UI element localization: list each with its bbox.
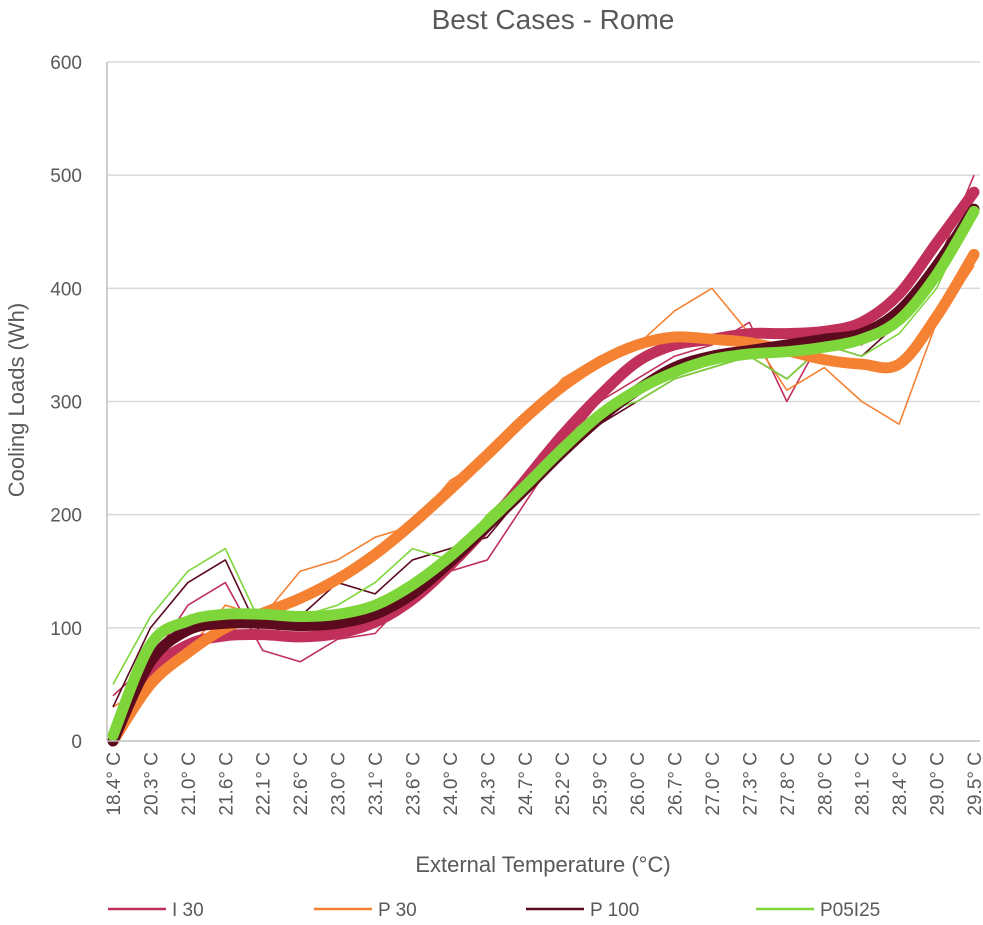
y-tick-0: 0 bbox=[71, 732, 82, 753]
x-tick-13: 25.9° C bbox=[591, 752, 612, 816]
x-tick-11: 24.7° C bbox=[516, 752, 537, 816]
y-tick-300: 300 bbox=[50, 393, 82, 414]
x-tick-19: 28.0° C bbox=[815, 752, 836, 816]
x-tick-21: 28.4° C bbox=[890, 752, 911, 816]
x-tick-labels: 18.4° C 20.3° C 21.0° C 21.6° C 22.1° C 22.6°… bbox=[104, 752, 983, 816]
x-tick-20: 28.1° C bbox=[853, 752, 874, 816]
legend-label-2: P 100 bbox=[590, 900, 639, 921]
chart-title: Best Cases - Rome bbox=[432, 4, 675, 35]
x-tick-17: 27.3° C bbox=[740, 752, 761, 816]
x-tick-15: 26.7° C bbox=[666, 752, 687, 816]
x-tick-5: 22.6° C bbox=[291, 752, 312, 816]
x-tick-9: 24.0° C bbox=[441, 752, 462, 816]
y-tick-200: 200 bbox=[50, 506, 82, 527]
y-tick-500: 500 bbox=[50, 166, 82, 187]
legend-label-3: P05I25 bbox=[820, 900, 880, 921]
x-tick-2: 21.0° C bbox=[179, 752, 200, 816]
x-tick-8: 23.6° C bbox=[403, 752, 424, 816]
x-tick-22: 29.0° C bbox=[928, 752, 949, 816]
x-tick-18: 27.8° C bbox=[778, 752, 799, 816]
y-tick-600: 600 bbox=[50, 53, 82, 74]
x-tick-7: 23.1° C bbox=[366, 752, 387, 816]
x-tick-16: 27.0° C bbox=[703, 752, 724, 816]
legend-label-1: P 30 bbox=[378, 900, 417, 921]
x-tick-4: 22.1° C bbox=[254, 752, 275, 816]
x-tick-23: 29.5° C bbox=[965, 752, 983, 816]
series-group bbox=[107, 174, 980, 747]
legend-label-0: I 30 bbox=[172, 900, 204, 921]
x-tick-14: 26.0° C bbox=[628, 752, 649, 816]
x-tick-1: 20.3° C bbox=[141, 752, 162, 816]
y-tick-400: 400 bbox=[50, 279, 82, 300]
x-tick-6: 23.0° C bbox=[329, 752, 350, 816]
y-axis-title: Cooling Loads (Wh) bbox=[4, 303, 29, 497]
y-tick-labels: 0 100 200 300 400 500 600 bbox=[50, 53, 82, 753]
series-trend-line-0 bbox=[107, 186, 980, 747]
x-tick-0: 18.4° C bbox=[104, 752, 125, 816]
series-trend-line-3 bbox=[107, 205, 980, 741]
x-tick-10: 24.3° C bbox=[478, 752, 499, 816]
x-tick-12: 25.2° C bbox=[553, 752, 574, 816]
legend: I 30 P 30 P 100 P05I25 bbox=[108, 900, 880, 921]
x-axis-title: External Temperature (°C) bbox=[415, 852, 670, 877]
y-tick-100: 100 bbox=[50, 619, 82, 640]
x-tick-3: 21.6° C bbox=[216, 752, 237, 816]
